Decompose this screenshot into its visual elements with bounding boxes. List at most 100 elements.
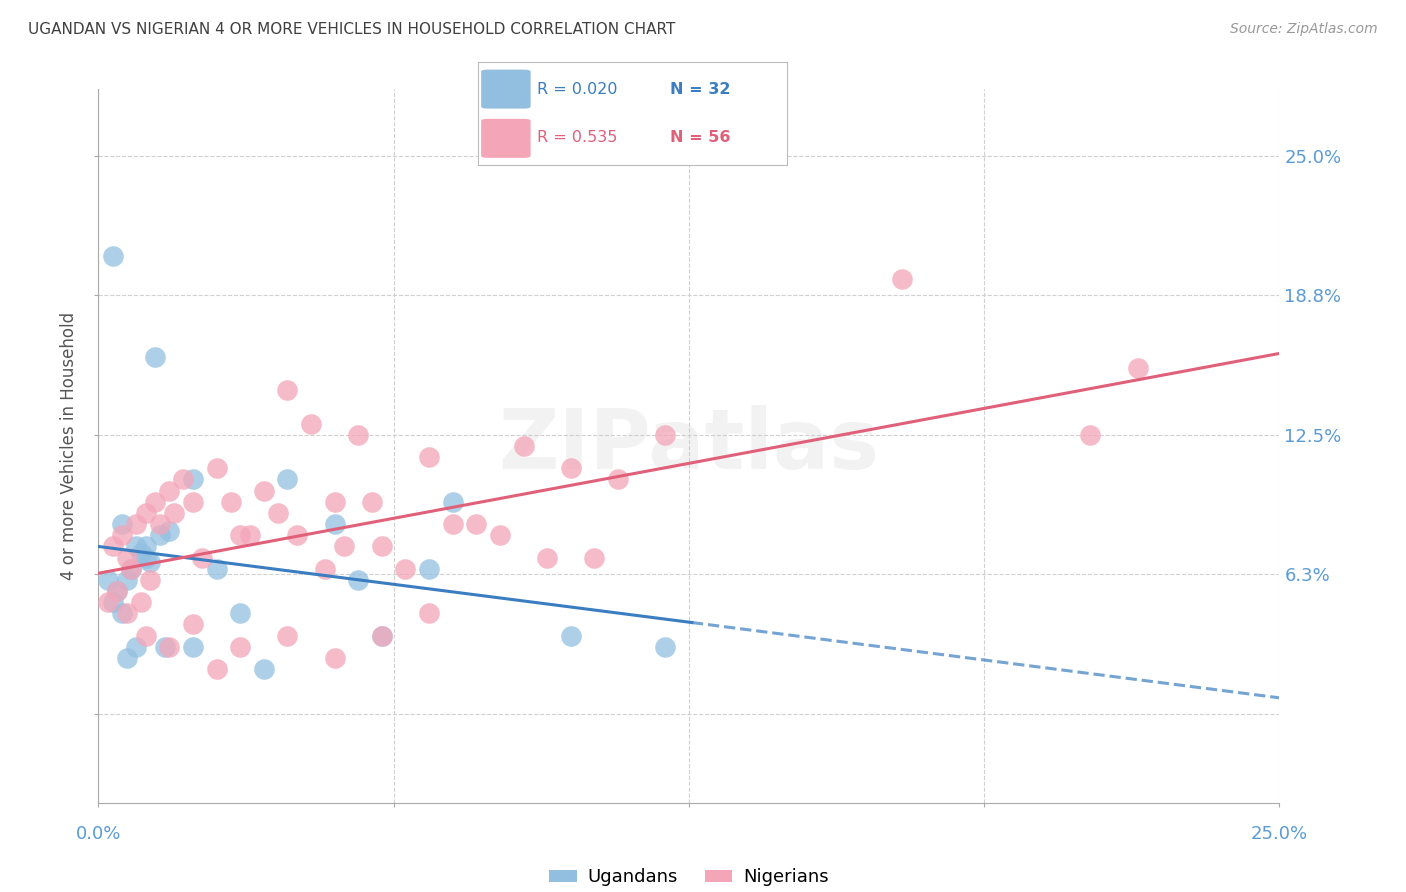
- Point: [560, 461, 582, 475]
- Point: [125, 640, 148, 654]
- Point: [654, 640, 676, 654]
- Point: [163, 506, 186, 520]
- Point: [153, 640, 176, 654]
- Point: [1126, 360, 1149, 375]
- Point: [111, 516, 134, 531]
- Text: ZIPatlas: ZIPatlas: [499, 406, 879, 486]
- Y-axis label: 4 or more Vehicles in Household: 4 or more Vehicles in Household: [60, 312, 79, 580]
- Text: 25.0%: 25.0%: [1251, 825, 1308, 843]
- Point: [465, 516, 488, 531]
- Point: [97, 573, 120, 587]
- Point: [115, 550, 138, 565]
- Point: [139, 555, 162, 569]
- Point: [441, 494, 464, 508]
- Point: [135, 550, 157, 565]
- Point: [323, 651, 346, 665]
- Point: [143, 350, 166, 364]
- Point: [394, 562, 416, 576]
- Point: [314, 562, 336, 576]
- Point: [111, 528, 134, 542]
- Point: [157, 483, 180, 498]
- Point: [489, 528, 512, 542]
- Point: [276, 384, 298, 398]
- Text: Source: ZipAtlas.com: Source: ZipAtlas.com: [1230, 22, 1378, 37]
- Point: [323, 516, 346, 531]
- Point: [239, 528, 262, 542]
- Point: [654, 428, 676, 442]
- Point: [347, 573, 370, 587]
- Point: [111, 607, 134, 621]
- Point: [129, 546, 152, 560]
- Point: [205, 562, 228, 576]
- Point: [97, 595, 120, 609]
- Point: [135, 539, 157, 553]
- Point: [229, 528, 252, 542]
- Point: [115, 651, 138, 665]
- Point: [101, 249, 124, 264]
- Point: [181, 617, 204, 632]
- Point: [101, 539, 124, 553]
- Point: [135, 506, 157, 520]
- Point: [191, 550, 214, 565]
- Point: [371, 539, 394, 553]
- Point: [890, 271, 912, 285]
- Point: [512, 439, 534, 453]
- Point: [418, 607, 440, 621]
- Point: [205, 461, 228, 475]
- Point: [135, 628, 157, 642]
- Text: 0.0%: 0.0%: [76, 825, 121, 843]
- Point: [121, 562, 143, 576]
- Point: [1080, 428, 1102, 442]
- Point: [143, 494, 166, 508]
- Text: UGANDAN VS NIGERIAN 4 OR MORE VEHICLES IN HOUSEHOLD CORRELATION CHART: UGANDAN VS NIGERIAN 4 OR MORE VEHICLES I…: [28, 22, 675, 37]
- Point: [371, 628, 394, 642]
- Point: [172, 473, 194, 487]
- Point: [115, 573, 138, 587]
- Point: [229, 607, 252, 621]
- Point: [276, 473, 298, 487]
- Point: [323, 494, 346, 508]
- Point: [125, 516, 148, 531]
- Point: [361, 494, 384, 508]
- Point: [418, 450, 440, 464]
- FancyBboxPatch shape: [481, 70, 530, 109]
- Point: [149, 528, 172, 542]
- Point: [149, 516, 172, 531]
- Point: [125, 539, 148, 553]
- Point: [267, 506, 290, 520]
- Point: [560, 628, 582, 642]
- Point: [129, 595, 152, 609]
- Point: [418, 562, 440, 576]
- Point: [105, 583, 128, 598]
- Point: [181, 494, 204, 508]
- Point: [205, 662, 228, 676]
- Text: N = 32: N = 32: [669, 81, 730, 96]
- Point: [157, 640, 180, 654]
- Legend: Ugandans, Nigerians: Ugandans, Nigerians: [543, 862, 835, 892]
- Point: [229, 640, 252, 654]
- Point: [121, 562, 143, 576]
- Point: [105, 583, 128, 598]
- Text: R = 0.020: R = 0.020: [537, 81, 617, 96]
- Point: [101, 595, 124, 609]
- Point: [253, 662, 276, 676]
- Point: [157, 524, 180, 538]
- Point: [441, 516, 464, 531]
- Point: [583, 550, 606, 565]
- Point: [253, 483, 276, 498]
- Point: [181, 473, 204, 487]
- Point: [347, 428, 370, 442]
- FancyBboxPatch shape: [481, 119, 530, 158]
- Text: N = 56: N = 56: [669, 130, 730, 145]
- Point: [371, 628, 394, 642]
- Point: [181, 640, 204, 654]
- Point: [299, 417, 322, 431]
- Point: [285, 528, 308, 542]
- Point: [139, 573, 162, 587]
- Text: R = 0.535: R = 0.535: [537, 130, 617, 145]
- Point: [115, 607, 138, 621]
- Point: [276, 628, 298, 642]
- Point: [219, 494, 242, 508]
- Point: [607, 473, 630, 487]
- Point: [333, 539, 356, 553]
